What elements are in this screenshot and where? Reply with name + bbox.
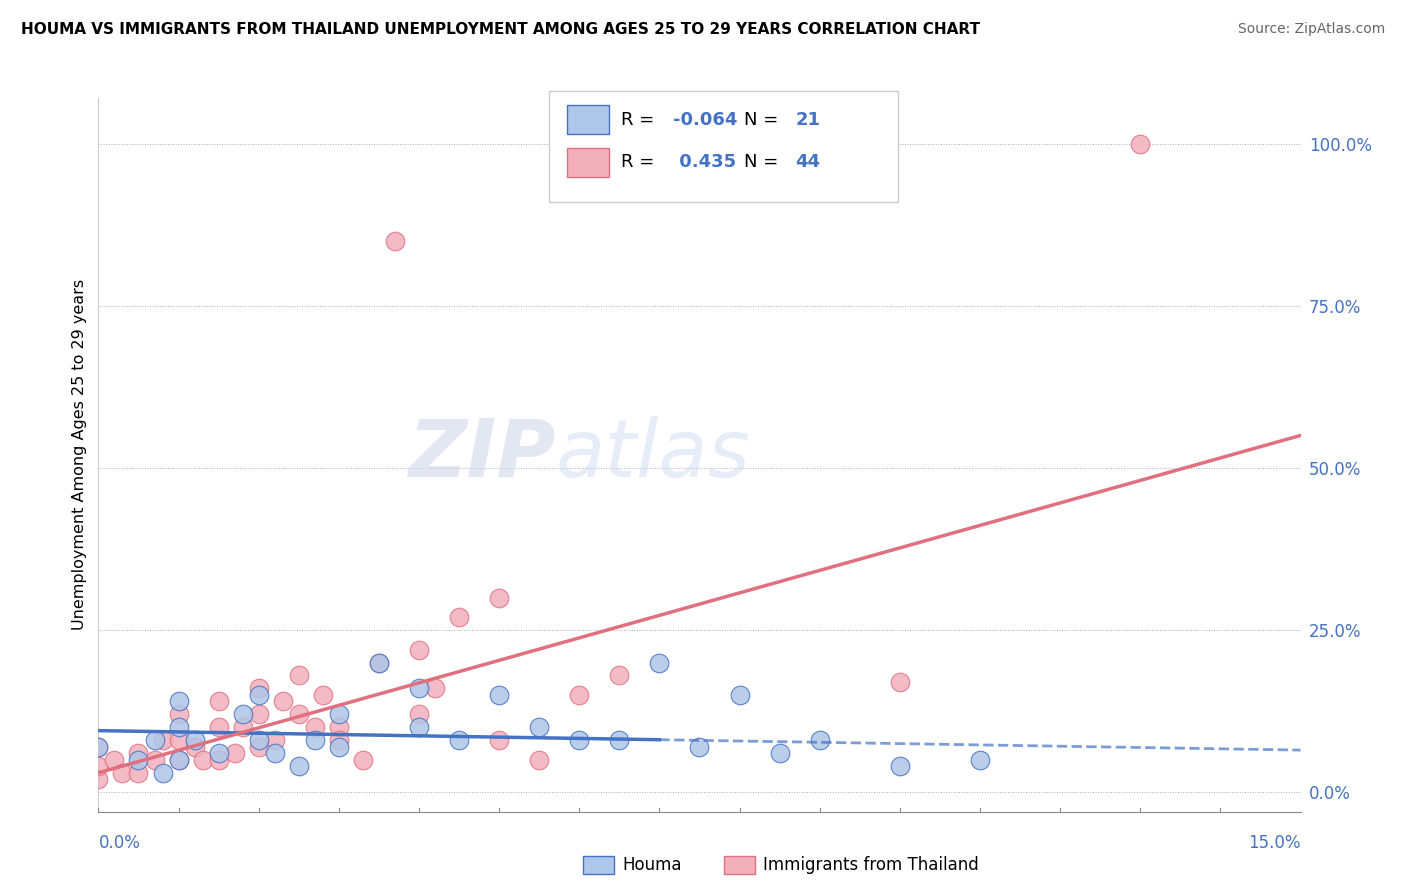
Point (143, 733, 166, 747)
Point (304, 733, 326, 747)
Point (368, 656, 391, 670)
Point (368, 656, 391, 670)
Text: atlas: atlas (555, 416, 749, 494)
Point (328, 720, 350, 734)
Point (167, 753, 190, 767)
Point (288, 668, 311, 682)
Text: 0.0%: 0.0% (98, 834, 141, 852)
Point (87, 772, 110, 787)
Point (689, 739, 711, 754)
Point (152, 765, 174, 780)
Text: Source: ZipAtlas.com: Source: ZipAtlas.com (1237, 22, 1385, 37)
Point (488, 591, 510, 605)
Point (143, 753, 166, 767)
Text: HOUMA VS IMMIGRANTS FROM THAILAND UNEMPLOYMENT AMONG AGES 25 TO 29 YEARS CORRELA: HOUMA VS IMMIGRANTS FROM THAILAND UNEMPL… (21, 22, 980, 37)
FancyBboxPatch shape (567, 105, 609, 134)
Point (208, 694, 231, 708)
Point (152, 733, 174, 747)
Point (183, 739, 205, 754)
Point (769, 747, 792, 761)
Point (247, 739, 270, 754)
Point (384, 234, 406, 248)
Point (568, 733, 591, 747)
Point (889, 675, 911, 690)
Point (408, 707, 430, 722)
Point (167, 720, 190, 734)
Point (529, 753, 551, 767)
Point (232, 720, 254, 734)
Text: R =: R = (621, 111, 661, 128)
Point (208, 747, 231, 761)
Point (87, 739, 110, 754)
Text: N =: N = (744, 111, 785, 128)
Point (263, 733, 285, 747)
Point (808, 733, 831, 747)
Point (247, 707, 270, 722)
Text: N =: N = (744, 153, 785, 171)
FancyBboxPatch shape (567, 148, 609, 177)
Point (167, 694, 190, 708)
Text: 15.0%: 15.0% (1249, 834, 1301, 852)
FancyBboxPatch shape (550, 91, 898, 202)
Point (103, 753, 125, 767)
Point (191, 753, 214, 767)
Point (247, 688, 270, 702)
Point (609, 733, 631, 747)
Point (328, 707, 350, 722)
Point (128, 753, 150, 767)
Point (288, 759, 311, 773)
Point (312, 688, 335, 702)
Point (87, 759, 110, 773)
Point (609, 668, 631, 682)
Point (208, 720, 231, 734)
Point (447, 733, 470, 747)
Point (167, 733, 190, 747)
Text: Immigrants from Thailand: Immigrants from Thailand (763, 856, 979, 874)
Point (1129, 136, 1152, 151)
Point (208, 753, 231, 767)
Point (408, 681, 430, 696)
Point (728, 688, 751, 702)
Point (352, 753, 374, 767)
Point (167, 753, 190, 767)
Point (304, 720, 326, 734)
Point (423, 681, 446, 696)
Point (408, 720, 430, 734)
Point (247, 733, 270, 747)
Point (969, 753, 991, 767)
Point (263, 747, 285, 761)
Point (889, 759, 911, 773)
Point (247, 681, 270, 696)
Point (447, 610, 470, 624)
Text: -0.064: -0.064 (673, 111, 737, 128)
Point (167, 707, 190, 722)
Point (568, 688, 591, 702)
Point (648, 656, 671, 670)
Text: Houma: Houma (623, 856, 682, 874)
Point (232, 707, 254, 722)
Point (488, 688, 510, 702)
Text: 21: 21 (796, 111, 821, 128)
Text: R =: R = (621, 153, 661, 171)
Point (408, 642, 430, 657)
Point (328, 739, 350, 754)
Text: ZIP: ZIP (408, 416, 555, 494)
Point (529, 720, 551, 734)
Point (183, 733, 205, 747)
Point (488, 733, 510, 747)
Point (271, 694, 294, 708)
Y-axis label: Unemployment Among Ages 25 to 29 years: Unemployment Among Ages 25 to 29 years (72, 279, 87, 631)
Point (87, 739, 110, 754)
Text: 44: 44 (796, 153, 821, 171)
Point (288, 707, 311, 722)
Point (128, 747, 150, 761)
Point (224, 747, 246, 761)
Point (328, 733, 350, 747)
Text: 0.435: 0.435 (673, 153, 737, 171)
Point (128, 765, 150, 780)
Point (111, 765, 134, 780)
